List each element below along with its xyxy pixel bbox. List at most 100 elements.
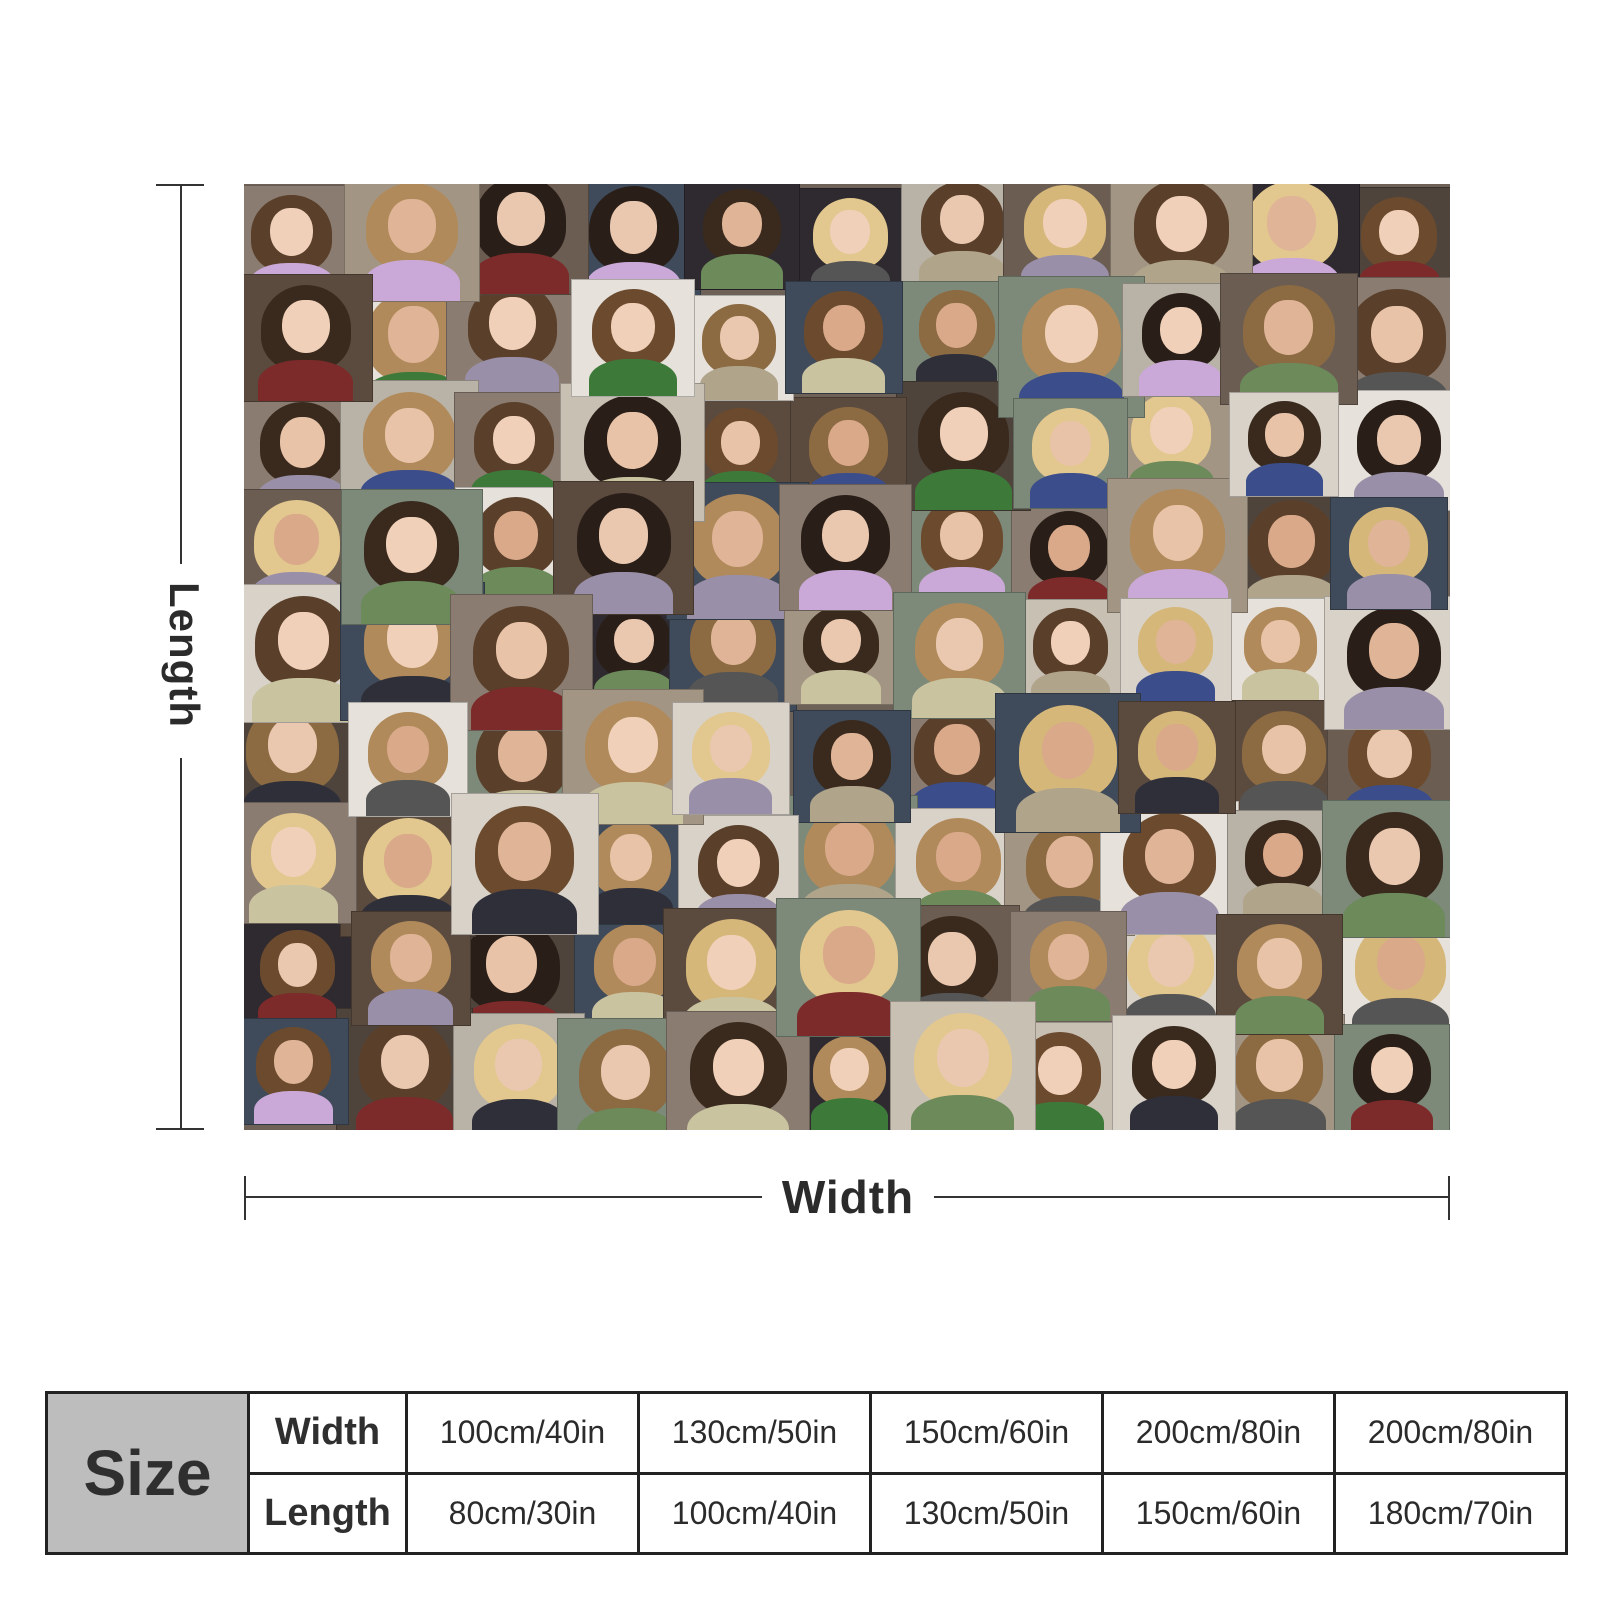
collage-photo-tile — [776, 897, 922, 1038]
collage-photo-figure — [1135, 777, 1219, 813]
collage-photo-tile — [244, 802, 357, 924]
length-cell: 100cm/40in — [637, 1471, 872, 1555]
collage-photo-figure — [687, 575, 789, 619]
collage-photo-figure — [363, 260, 461, 302]
collage-photo-figure — [365, 779, 451, 816]
collage-photo-tile — [997, 275, 1146, 418]
width-cell: 130cm/50in — [637, 1391, 872, 1475]
collage-photo-tile — [449, 594, 593, 732]
length-cell: 130cm/50in — [869, 1471, 1104, 1555]
size-table-width-row: Size Width 100cm/40in 130cm/50in 150cm/6… — [45, 1391, 1568, 1555]
collage-photo-tile — [1014, 598, 1127, 707]
collage-photo-tile — [1118, 700, 1236, 814]
collage-photo-tile — [553, 480, 694, 616]
collage-photo-tile — [666, 1010, 811, 1130]
collage-photo-figure — [687, 1103, 790, 1130]
collage-photo-tile — [793, 710, 911, 823]
collage-photo-tile — [450, 793, 599, 936]
length-row-label: Length — [247, 1471, 408, 1555]
collage-photo-tile — [1322, 799, 1450, 938]
collage-photo-tile — [899, 280, 1014, 390]
collage-photo-figure — [1139, 360, 1224, 397]
collage-photo-tile — [1329, 496, 1448, 611]
length-label: Length — [161, 582, 208, 728]
collage-photo-tile — [1335, 389, 1450, 512]
collage-photo-tile — [1229, 391, 1340, 497]
collage-photo-figure — [472, 253, 570, 295]
collage-photo-figure — [368, 988, 454, 1025]
collage-photo-figure — [700, 366, 779, 400]
collage-photo-figure — [356, 1097, 454, 1130]
collage-photo-tile — [1333, 1023, 1450, 1130]
collage-photo-figure — [588, 888, 673, 924]
collage-photo-tile — [684, 184, 800, 290]
collage-photo-tile — [779, 484, 912, 611]
size-header: Size — [45, 1391, 250, 1555]
size-table-length-row: Length 80cm/30in 100cm/40in 130cm/50in 1… — [47, 1471, 1568, 1555]
length-cell: 150cm/60in — [1101, 1471, 1336, 1555]
collage-photo-figure — [1243, 883, 1323, 918]
length-cell: 80cm/30in — [405, 1471, 640, 1555]
width-left-cap — [244, 1176, 246, 1220]
collage-photo-figure — [471, 1098, 566, 1130]
collage-photo-figure — [915, 468, 1012, 510]
collage-photo-figure — [910, 1095, 1015, 1130]
collage-photo-figure — [1016, 787, 1120, 832]
collage-photo-figure — [689, 778, 773, 814]
collage-photo-figure — [1029, 472, 1112, 508]
collage-photo-figure — [800, 669, 881, 704]
collage-photo-figure — [1241, 669, 1320, 703]
collage-photo-figure — [251, 677, 355, 722]
collage-photo-tile — [794, 1026, 905, 1130]
length-cell: 180cm/70in — [1333, 1471, 1568, 1555]
collage-photo-figure — [1136, 670, 1216, 705]
collage-photo-tile — [1107, 477, 1249, 613]
collage-photo-figure — [464, 357, 560, 398]
collage-photo-figure — [589, 358, 677, 397]
collage-photo-figure — [797, 992, 901, 1037]
collage-photo-tile — [794, 188, 907, 296]
collage-photo-figure — [1344, 686, 1444, 729]
collage-photo-tile — [244, 273, 373, 402]
collage-photo-figure — [1232, 1098, 1326, 1130]
collage-photo-tile — [348, 702, 468, 817]
collage-photo-tile — [1225, 598, 1336, 704]
collage-photo-tile — [244, 584, 376, 723]
collage-photo-figure — [912, 678, 1007, 719]
width-cell: 100cm/40in — [405, 1391, 640, 1475]
width-row-label: Width — [247, 1391, 408, 1475]
collage-photo-tile — [571, 278, 696, 398]
collage-photo-figure — [1120, 891, 1220, 935]
collage-photo-figure — [802, 357, 886, 394]
collage-photo-tile — [1111, 1015, 1237, 1130]
collage-photo-figure — [798, 569, 893, 610]
collage-photo-figure — [361, 581, 463, 625]
collage-photo-tile — [684, 294, 795, 401]
width-cell: 200cm/80in — [1101, 1391, 1336, 1475]
collage-photo-figure — [470, 686, 572, 731]
collage-photo-tile — [1119, 597, 1232, 706]
collage-photo-figure — [253, 1090, 334, 1125]
collage-photo-figure — [701, 253, 783, 289]
width-cell: 150cm/60in — [869, 1391, 1104, 1475]
width-label: Width — [781, 1171, 915, 1223]
collage-photo-figure — [582, 781, 684, 825]
collage-photo-tile — [1121, 283, 1241, 398]
collage-photo-figure — [810, 786, 894, 822]
collage-photo-tile — [244, 1018, 350, 1126]
collage-photo-figure — [258, 360, 354, 401]
collage-photo-tile — [889, 1000, 1036, 1130]
collage-photo-figure — [1343, 893, 1446, 937]
collage-photo-figure — [1234, 995, 1325, 1034]
length-line-lower — [180, 758, 182, 1130]
collage-photo-figure — [1129, 1095, 1219, 1130]
collage-photo-tile — [995, 693, 1141, 833]
collage-photo-tile — [1323, 595, 1450, 730]
width-cell: 200cm/80in — [1333, 1391, 1568, 1475]
collage-photo-tile — [1010, 911, 1127, 1023]
collage-photo-tile — [1220, 273, 1358, 406]
size-table: Size Width 100cm/40in 130cm/50in 150cm/6… — [45, 1391, 1568, 1555]
collage-photo-figure — [576, 1107, 675, 1130]
width-line-left — [244, 1196, 762, 1198]
collage-photo-tile — [784, 281, 903, 395]
